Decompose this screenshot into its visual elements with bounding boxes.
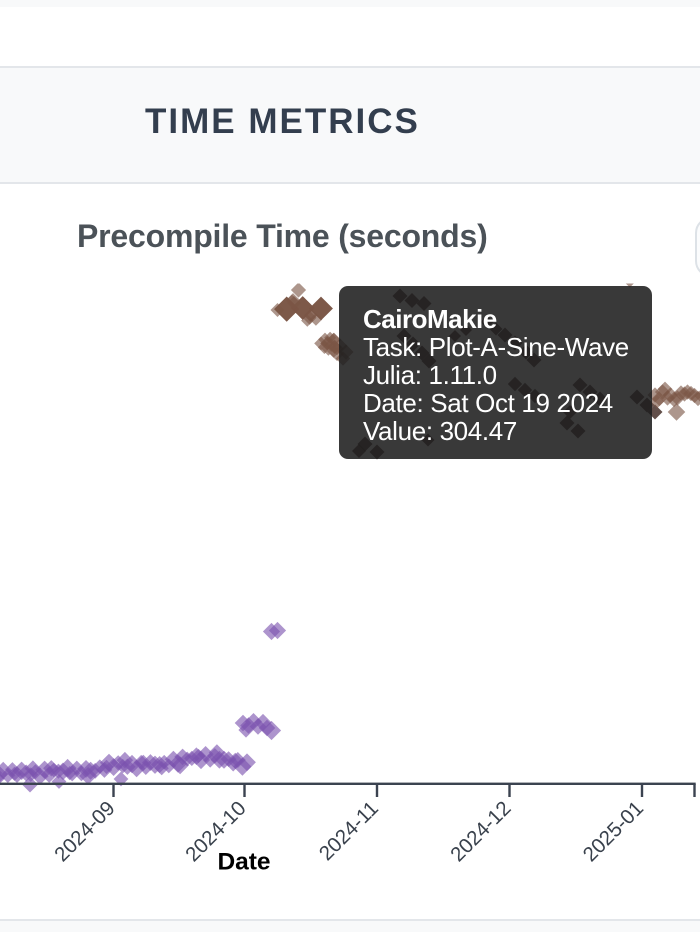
svg-text:2025-01: 2025-01 — [579, 797, 648, 866]
svg-text:2024-11: 2024-11 — [315, 797, 383, 865]
svg-text:Date: Date — [217, 849, 270, 876]
svg-text:2024-09: 2024-09 — [50, 797, 119, 866]
svg-text:2024-12: 2024-12 — [446, 797, 515, 866]
